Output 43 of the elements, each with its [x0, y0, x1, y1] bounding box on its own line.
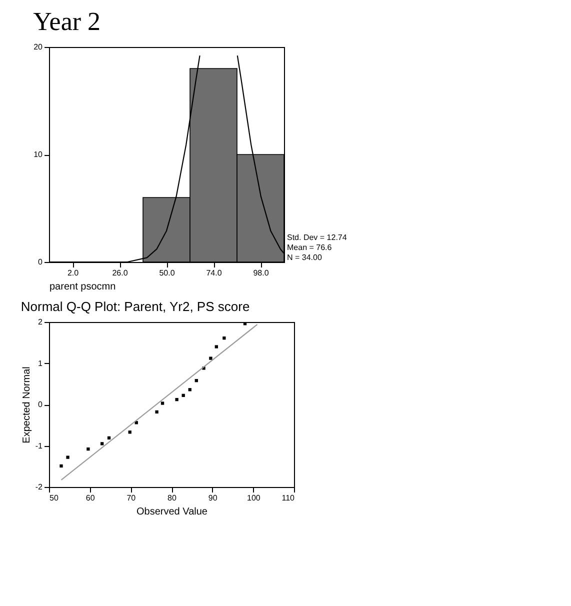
point: [214, 345, 218, 348]
y-tick-label: 10: [34, 150, 44, 159]
point: [209, 356, 212, 360]
point: [155, 410, 158, 414]
x-tick-label: 50.0: [159, 268, 176, 278]
x-tick-label: 50: [50, 494, 59, 502]
y-tick-label: 2: [38, 318, 44, 326]
y-tick-label: 0: [38, 400, 44, 409]
text: Mean = 76.6: [287, 243, 332, 252]
x-tick-label: 60: [86, 494, 96, 502]
point: [86, 447, 90, 451]
y-tick-label: -1: [35, 441, 44, 450]
x-tick-label: 110: [282, 494, 296, 502]
y-tick-label: 0: [38, 258, 44, 266]
point: [128, 430, 132, 434]
point: [175, 398, 178, 402]
x-tick-label: 26.0: [112, 268, 128, 278]
x-tick-label: 90: [208, 494, 218, 502]
x-tick-label: 100: [246, 494, 261, 502]
point: [188, 388, 192, 392]
x-tick-label: 98.0: [253, 268, 270, 278]
x-tick-label: 70: [126, 494, 136, 502]
point: [160, 402, 164, 405]
point: [222, 336, 226, 340]
y-tick-label: 20: [34, 42, 44, 52]
point: [60, 464, 63, 468]
point: [107, 436, 111, 440]
x-tick-label: 80: [168, 494, 177, 502]
y-axis-title: Expected Normal: [21, 366, 32, 444]
text: Std. Dev = 12.74: [287, 233, 348, 242]
y-tick-label: -2: [35, 482, 44, 492]
text: N = 34.00: [287, 253, 322, 262]
chart-title: Year 2: [33, 7, 101, 36]
point: [182, 394, 185, 398]
x-axis-title: Observed Value: [136, 506, 208, 518]
point: [100, 442, 104, 446]
x-tick-label: 2.0: [67, 268, 80, 278]
point: [66, 456, 70, 459]
chart-title: Normal Q-Q Plot: Parent, Yr2, PS score: [20, 299, 250, 314]
y-tick-label: 1: [38, 358, 44, 368]
x-tick-label: 74.0: [206, 268, 222, 278]
x-axis-title: parent psocmn: [50, 282, 116, 292]
point: [194, 378, 198, 382]
